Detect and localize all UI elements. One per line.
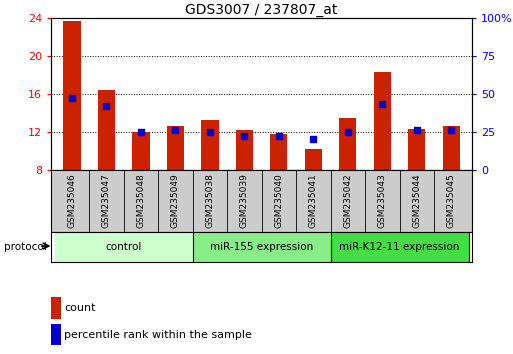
Point [275, 133, 283, 139]
Text: protocol: protocol [4, 242, 47, 252]
Text: miR-K12-11 expression: miR-K12-11 expression [340, 242, 460, 252]
Point [344, 129, 352, 135]
Text: GSM235049: GSM235049 [171, 173, 180, 228]
Text: GSM235046: GSM235046 [68, 173, 76, 228]
Text: count: count [64, 303, 95, 313]
Text: percentile rank within the sample: percentile rank within the sample [64, 330, 252, 339]
Bar [64, 21, 81, 170]
Bar [408, 129, 425, 170]
Text: GSM235043: GSM235043 [378, 173, 387, 228]
Text: GSM235041: GSM235041 [309, 173, 318, 228]
Text: GSM235039: GSM235039 [240, 173, 249, 228]
Point [447, 127, 456, 133]
Bar [98, 90, 115, 170]
Bar [443, 126, 460, 170]
Bar [193, 232, 330, 262]
Bar [339, 118, 357, 170]
Bar [373, 72, 391, 170]
Point [412, 127, 421, 133]
Text: GSM235048: GSM235048 [136, 173, 146, 228]
Bar [270, 134, 287, 170]
Text: GSM235038: GSM235038 [205, 173, 214, 228]
Text: GSM235040: GSM235040 [274, 173, 283, 228]
Text: GSM235044: GSM235044 [412, 173, 421, 228]
Bar [236, 130, 253, 170]
Bar [330, 232, 468, 262]
Point [309, 137, 318, 142]
Bar [201, 120, 219, 170]
Bar [55, 232, 193, 262]
Point [240, 133, 248, 139]
Bar [305, 149, 322, 170]
Point [171, 127, 180, 133]
Point [103, 103, 111, 109]
Title: GDS3007 / 237807_at: GDS3007 / 237807_at [185, 3, 338, 17]
Bar [167, 126, 184, 170]
Text: control: control [106, 242, 142, 252]
Point [378, 102, 386, 107]
Text: GSM235047: GSM235047 [102, 173, 111, 228]
Text: GSM235042: GSM235042 [343, 173, 352, 228]
Point [206, 129, 214, 135]
Point [137, 129, 145, 135]
Text: GSM235045: GSM235045 [447, 173, 456, 228]
Text: miR-155 expression: miR-155 expression [210, 242, 313, 252]
Bar [132, 132, 150, 170]
Point [68, 96, 76, 101]
